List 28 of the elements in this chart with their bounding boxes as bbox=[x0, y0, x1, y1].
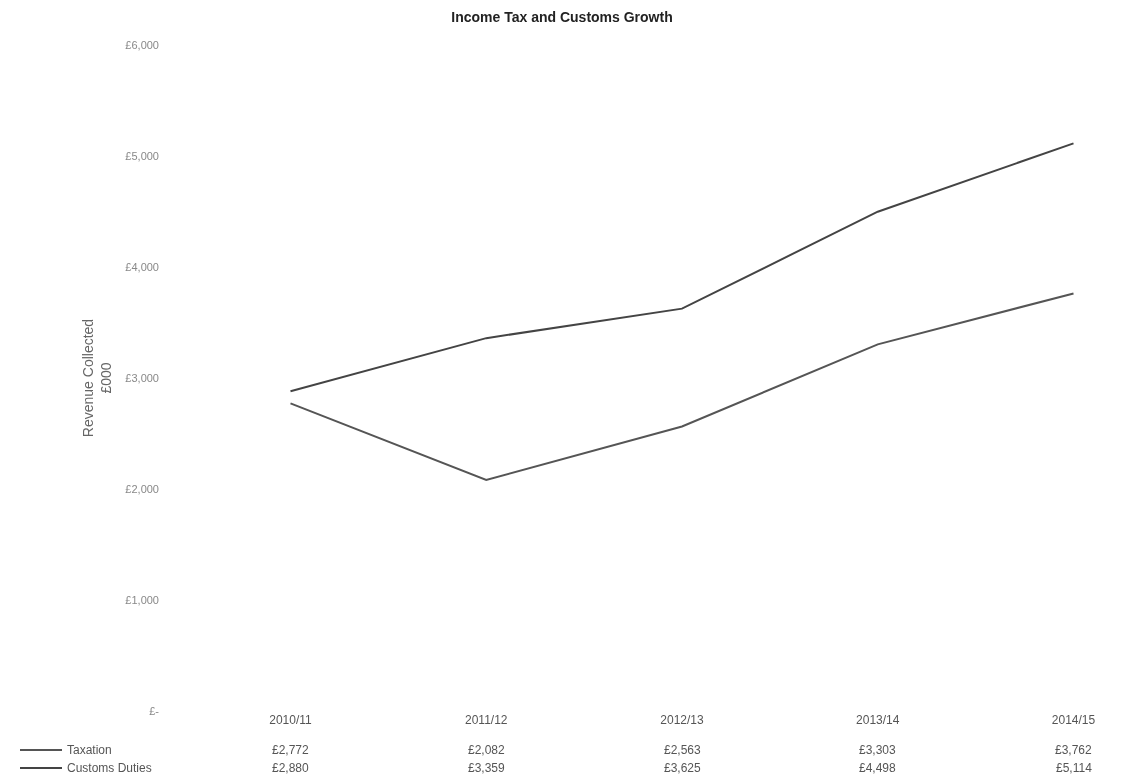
data-label: £2,772 bbox=[272, 743, 310, 757]
data-label: £2,082 bbox=[468, 743, 506, 757]
data-label: £3,625 bbox=[664, 761, 702, 775]
y-tick-label: £2,000 bbox=[125, 482, 159, 495]
y-axis-title: Revenue Collected £000 bbox=[79, 318, 114, 438]
line-series bbox=[289, 142, 1075, 393]
chart-title: Income Tax and Customs Growth bbox=[451, 8, 673, 25]
x-tick-label: 2010/11 bbox=[269, 713, 313, 727]
data-label: £2,563 bbox=[664, 743, 702, 757]
y-tick-label: £6,000 bbox=[125, 38, 159, 51]
y-tick-label: £1,000 bbox=[125, 593, 159, 606]
y-tick-label: £3,000 bbox=[125, 371, 159, 384]
y-tick-label: £4,000 bbox=[125, 260, 159, 273]
data-label: £5,114 bbox=[1056, 761, 1093, 775]
legend-label: Taxation bbox=[67, 743, 112, 757]
x-tick-label: 2014/15 bbox=[1051, 713, 1096, 727]
legend-label: Customs Duties bbox=[67, 761, 152, 775]
y-tick-label: £- bbox=[149, 704, 160, 717]
x-tick-label: 2011/12 bbox=[465, 713, 508, 727]
data-label: £4,498 bbox=[859, 761, 897, 775]
data-label: £3,303 bbox=[859, 743, 897, 757]
data-label: £2,880 bbox=[272, 761, 310, 775]
x-tick-label: 2013/14 bbox=[856, 713, 900, 727]
data-label: £3,359 bbox=[468, 761, 506, 775]
line-series bbox=[289, 292, 1075, 481]
x-tick-label: 2012/13 bbox=[660, 713, 705, 727]
y-tick-label: £5,000 bbox=[125, 149, 159, 162]
data-label: £3,762 bbox=[1055, 743, 1093, 757]
